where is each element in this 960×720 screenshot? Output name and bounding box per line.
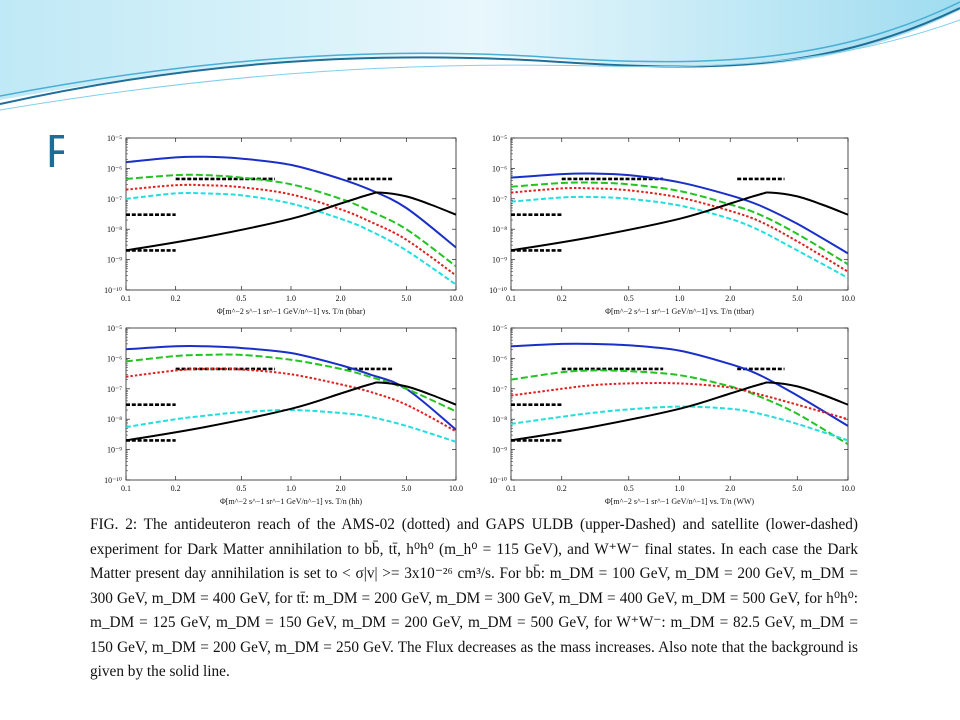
- y-tick-label: 10⁻⁷: [107, 195, 122, 204]
- series-line-dotted: [511, 382, 848, 421]
- y-tick-label: 10⁻⁹: [107, 446, 122, 455]
- x-tick-label: 0.5: [624, 294, 634, 303]
- series-line-dotted: [126, 367, 456, 433]
- chart-3: 10⁻¹⁰ 10⁻⁹ 10⁻⁸ 10⁻⁷ 10⁻⁶ 10⁻⁵ 0.1 0.2 0.5 1.0 2.0…: [104, 324, 463, 506]
- y-tick-label: 10⁻⁷: [107, 385, 122, 394]
- x-tick-label: 1.0: [675, 294, 685, 303]
- series-line-solid: [126, 191, 456, 252]
- x-tick-label: 0.2: [557, 484, 567, 493]
- series-line-solid: [511, 191, 848, 252]
- series-line-solid: [511, 381, 848, 442]
- series-line-dashdot: [511, 195, 848, 279]
- x-tick-label: 0.1: [506, 294, 516, 303]
- y-tick-label: 10⁻⁶: [492, 354, 507, 363]
- y-tick-label: 10⁻⁶: [107, 164, 122, 173]
- chart-4: 10⁻¹⁰ 10⁻⁹ 10⁻⁸ 10⁻⁷ 10⁻⁶ 10⁻⁵ 0.1 0.2 0.5 1.0 2.0…: [489, 324, 855, 506]
- y-tick-label: 10⁻⁸: [107, 415, 122, 424]
- figure-caption: FIG. 2: The antideuteron reach of the AM…: [90, 516, 858, 680]
- series-line-solid: [126, 155, 456, 249]
- chart-1: 10⁻¹⁰ 10⁻⁹ 10⁻⁸ 10⁻⁷ 10⁻⁶ 10⁻⁵ 0.1 0.2 0.5 1.0 2.0…: [104, 134, 463, 316]
- series-line-dashdot: [126, 191, 456, 286]
- x-tick-label: 2.0: [725, 294, 735, 303]
- series-line-solid: [511, 172, 848, 255]
- y-tick-label: 10⁻⁸: [107, 225, 122, 234]
- x-tick-label: 1.0: [675, 484, 685, 493]
- x-tick-label: 5.0: [401, 294, 411, 303]
- series-line-dashed: [511, 181, 848, 266]
- series-line-dashed: [511, 369, 848, 446]
- y-tick-label: 10⁻⁷: [492, 385, 507, 394]
- x-axis-label: Φ[m^−2 s^−1 sr^−1 GeV/n^−1] vs. T/n (ttb…: [605, 307, 754, 316]
- x-axis-label: Φ[m^−2 s^−1 sr^−1 GeV/n^−1] vs. T/n (WW): [605, 497, 755, 506]
- y-tick-label: 10⁻¹⁰: [489, 286, 507, 295]
- series-line-dashdot: [126, 408, 456, 443]
- x-tick-label: 0.5: [236, 294, 246, 303]
- x-tick-label: 1.0: [286, 484, 296, 493]
- x-tick-label: 2.0: [336, 484, 346, 493]
- y-tick-label: 10⁻⁶: [107, 354, 122, 363]
- series-line-dotted: [126, 183, 456, 277]
- y-tick-label: 10⁻⁵: [107, 134, 122, 143]
- x-tick-label: 5.0: [792, 484, 802, 493]
- y-tick-label: 10⁻¹⁰: [104, 286, 122, 295]
- y-tick-label: 10⁻⁷: [492, 195, 507, 204]
- header-wave-decoration: [0, 0, 960, 111]
- x-tick-label: 5.0: [792, 294, 802, 303]
- y-tick-label: 10⁻⁹: [492, 446, 507, 455]
- x-tick-label: 1.0: [286, 294, 296, 303]
- y-tick-label: 10⁻⁸: [492, 225, 507, 234]
- chart-2: 10⁻¹⁰ 10⁻⁹ 10⁻⁸ 10⁻⁷ 10⁻⁶ 10⁻⁵ 0.1 0.2 0.5 1.0 2.0…: [489, 134, 855, 316]
- y-tick-label: 10⁻⁵: [492, 134, 507, 143]
- y-tick-label: 10⁻⁹: [107, 256, 122, 265]
- y-tick-label: 10⁻¹⁰: [489, 476, 507, 485]
- series-line-dashed: [126, 173, 456, 268]
- charts-svg: 10⁻¹⁰ 10⁻⁹ 10⁻⁸ 10⁻⁷ 10⁻⁶ 10⁻⁵ 0.1 0.2 0.5 1.0 2.0…: [104, 134, 855, 506]
- x-tick-label: 10.0: [449, 294, 463, 303]
- x-tick-label: 10.0: [449, 484, 463, 493]
- x-tick-label: 0.1: [506, 484, 516, 493]
- x-tick-label: 0.2: [171, 294, 181, 303]
- x-tick-label: 0.5: [236, 484, 246, 493]
- x-axis-label: Φ[m^−2 s^−1 sr^−1 GeV/n^−1] vs. T/n (hh): [220, 497, 362, 506]
- x-tick-label: 5.0: [401, 484, 411, 493]
- figure-panel: 10⁻¹⁰ 10⁻⁹ 10⁻⁸ 10⁻⁷ 10⁻⁶ 10⁻⁵ 0.1 0.2 0.5 1.0 2.0…: [64, 118, 896, 720]
- series-line-dotted: [511, 187, 848, 273]
- y-tick-label: 10⁻⁹: [492, 256, 507, 265]
- x-tick-label: 10.0: [841, 294, 855, 303]
- y-tick-label: 10⁻⁵: [492, 324, 507, 333]
- series-line-dashed: [126, 353, 456, 413]
- x-tick-label: 2.0: [725, 484, 735, 493]
- x-tick-label: 0.5: [624, 484, 634, 493]
- x-tick-label: 0.2: [171, 484, 181, 493]
- series-line-solid: [126, 381, 456, 442]
- y-tick-label: 10⁻⁶: [492, 164, 507, 173]
- x-axis-label: Φ[m^−2 s^−1 sr^−1 GeV/n^−1] vs. T/n (bba…: [217, 307, 366, 316]
- x-tick-label: 0.2: [557, 294, 567, 303]
- y-tick-label: 10⁻¹⁰: [104, 476, 122, 485]
- y-tick-label: 10⁻⁵: [107, 324, 122, 333]
- series-line-dashdot: [511, 405, 848, 442]
- series-line-solid: [511, 342, 848, 427]
- y-tick-label: 10⁻⁸: [492, 415, 507, 424]
- plot-frame: [510, 137, 849, 291]
- x-tick-label: 0.1: [121, 294, 131, 303]
- x-tick-label: 2.0: [336, 294, 346, 303]
- x-tick-label: 0.1: [121, 484, 131, 493]
- x-tick-label: 10.0: [841, 484, 855, 493]
